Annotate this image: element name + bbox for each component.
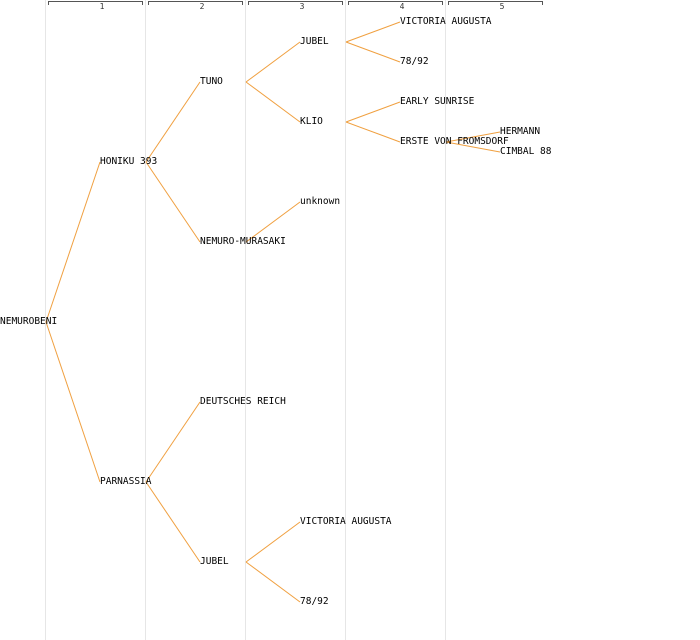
pedigree-edge xyxy=(245,561,301,603)
generation-number: 3 xyxy=(299,2,305,11)
pedigree-edge xyxy=(45,321,101,483)
pedigree-node[interactable]: PARNASSIA xyxy=(100,476,152,487)
generation-divider-1 xyxy=(45,0,46,640)
pedigree-node[interactable]: NEMURO-MURASAKI xyxy=(200,236,286,247)
generation-divider-5 xyxy=(445,0,446,640)
pedigree-node[interactable]: EARLY SUNRISE xyxy=(400,96,475,107)
pedigree-node[interactable]: JUBEL xyxy=(300,36,329,47)
pedigree-node[interactable]: JUBEL xyxy=(200,556,229,567)
pedigree-edge xyxy=(245,201,301,243)
pedigree-edge xyxy=(345,101,401,123)
pedigree-edge xyxy=(445,141,501,153)
pedigree-edge xyxy=(345,121,401,143)
generation-number: 5 xyxy=(499,2,505,11)
pedigree-node[interactable]: DEUTSCHES REICH xyxy=(200,396,286,407)
pedigree-edge xyxy=(345,21,401,43)
pedigree-edge xyxy=(245,521,301,563)
pedigree-edge xyxy=(145,81,201,163)
pedigree-edge xyxy=(245,41,301,83)
pedigree-node[interactable]: CIMBAL 88 xyxy=(500,146,552,157)
generation-bracket-4 xyxy=(348,1,443,5)
pedigree-node[interactable]: HERMANN xyxy=(500,126,541,137)
generation-bracket-3 xyxy=(248,1,343,5)
pedigree-edge xyxy=(445,131,501,143)
generation-divider-3 xyxy=(245,0,246,640)
generation-number: 4 xyxy=(399,2,405,11)
pedigree-node[interactable]: unknown xyxy=(300,196,341,207)
generation-bracket-5 xyxy=(448,1,543,5)
generation-divider-4 xyxy=(345,0,346,640)
pedigree-edge xyxy=(145,401,201,483)
pedigree-node[interactable]: ERSTE VON FROMSDORF xyxy=(400,136,509,147)
pedigree-node[interactable]: TUNO xyxy=(200,76,223,87)
pedigree-edge xyxy=(45,161,101,323)
pedigree-node[interactable]: 78/92 xyxy=(300,596,329,607)
pedigree-node[interactable]: VICTORIA AUGUSTA xyxy=(300,516,392,527)
pedigree-edge xyxy=(145,481,201,563)
generation-bracket-1 xyxy=(48,1,143,5)
pedigree-node[interactable]: NEMUROBENI xyxy=(0,316,58,327)
generation-number: 1 xyxy=(99,2,105,11)
pedigree-node[interactable]: 78/92 xyxy=(400,56,429,67)
generation-bracket-2 xyxy=(148,1,243,5)
pedigree-edge xyxy=(145,161,201,243)
pedigree-edge xyxy=(345,41,401,63)
pedigree-edge xyxy=(245,81,301,123)
generation-divider-2 xyxy=(145,0,146,640)
pedigree-node[interactable]: VICTORIA AUGUSTA xyxy=(400,16,492,27)
pedigree-node[interactable]: HONIKU 393 xyxy=(100,156,158,167)
generation-number: 2 xyxy=(199,2,205,11)
pedigree-node[interactable]: KLIO xyxy=(300,116,323,127)
